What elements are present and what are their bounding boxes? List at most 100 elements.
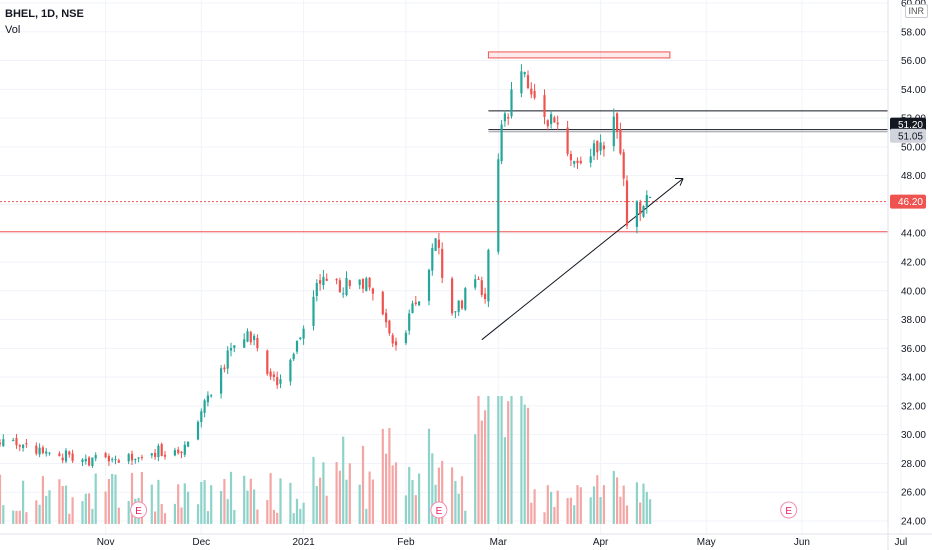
- candle[interactable]: [134, 458, 137, 464]
- candle[interactable]: [25, 438, 28, 448]
- candle[interactable]: [451, 276, 454, 316]
- candle[interactable]: [385, 308, 388, 328]
- candle[interactable]: [619, 122, 622, 156]
- candle[interactable]: [0, 439, 2, 447]
- candle[interactable]: [602, 141, 605, 157]
- candle[interactable]: [543, 89, 546, 125]
- candle[interactable]: [127, 452, 130, 465]
- candle[interactable]: [612, 108, 615, 152]
- candle[interactable]: [639, 199, 642, 222]
- candle[interactable]: [497, 153, 500, 255]
- candle[interactable]: [61, 453, 64, 464]
- resistance-zone[interactable]: [487, 51, 671, 59]
- candle[interactable]: [464, 286, 467, 311]
- candle[interactable]: [457, 300, 460, 316]
- volume-legend[interactable]: Vol: [5, 24, 21, 36]
- candle[interactable]: [484, 287, 487, 304]
- candle[interactable]: [573, 160, 576, 168]
- candle[interactable]: [368, 277, 371, 291]
- candle[interactable]: [434, 237, 437, 252]
- candle[interactable]: [130, 450, 134, 465]
- candle[interactable]: [302, 325, 305, 345]
- candle[interactable]: [437, 232, 440, 255]
- candle[interactable]: [111, 457, 114, 463]
- candle[interactable]: [107, 453, 110, 466]
- candle[interactable]: [173, 447, 176, 457]
- candle[interactable]: [533, 83, 536, 100]
- candle[interactable]: [269, 368, 272, 380]
- candle[interactable]: [289, 358, 292, 386]
- candle[interactable]: [137, 456, 140, 463]
- candle[interactable]: [579, 156, 582, 165]
- candle[interactable]: [335, 278, 338, 285]
- trend-arrow[interactable]: [481, 178, 684, 341]
- candle[interactable]: [477, 276, 480, 280]
- candle[interactable]: [2, 434, 5, 447]
- symbol-title[interactable]: BHEL, 1D, NSE: [5, 8, 84, 20]
- candle[interactable]: [474, 274, 477, 290]
- candle[interactable]: [487, 248, 490, 308]
- candle[interactable]: [338, 277, 341, 294]
- candle[interactable]: [566, 120, 569, 157]
- candle[interactable]: [292, 352, 295, 362]
- candle[interactable]: [592, 139, 596, 161]
- candle[interactable]: [81, 458, 84, 467]
- candle[interactable]: [645, 190, 648, 214]
- candle[interactable]: [500, 120, 503, 165]
- candle[interactable]: [196, 420, 200, 441]
- earnings-marker[interactable]: E: [430, 501, 448, 519]
- candle[interactable]: [365, 276, 368, 292]
- candle[interactable]: [622, 149, 625, 187]
- candle[interactable]: [229, 342, 233, 357]
- candle[interactable]: [210, 394, 213, 398]
- candle[interactable]: [510, 81, 513, 119]
- candle[interactable]: [404, 330, 407, 346]
- candle[interactable]: [546, 119, 549, 131]
- time-axis[interactable]: Nov Dec 2021 Feb Mar Apr May Jun Jul: [0, 533, 932, 548]
- candle[interactable]: [64, 448, 68, 464]
- candle[interactable]: [38, 443, 41, 458]
- candle[interactable]: [315, 279, 318, 302]
- candle[interactable]: [157, 443, 160, 462]
- earnings-marker[interactable]: E: [780, 501, 798, 519]
- candle[interactable]: [200, 408, 203, 428]
- candle[interactable]: [58, 451, 61, 457]
- candle[interactable]: [276, 371, 279, 389]
- candle[interactable]: [48, 452, 51, 456]
- candle[interactable]: [41, 445, 44, 455]
- candle[interactable]: [520, 64, 523, 98]
- candle[interactable]: [71, 449, 74, 464]
- candle[interactable]: [391, 333, 394, 347]
- candle[interactable]: [460, 299, 464, 311]
- candle[interactable]: [18, 444, 21, 452]
- candle[interactable]: [12, 437, 15, 442]
- candle[interactable]: [187, 441, 190, 448]
- candle[interactable]: [154, 449, 157, 460]
- candle[interactable]: [68, 450, 71, 458]
- candle[interactable]: [299, 336, 302, 341]
- candle[interactable]: [635, 200, 638, 234]
- candle[interactable]: [88, 456, 91, 467]
- candle[interactable]: [358, 279, 361, 290]
- candle[interactable]: [596, 140, 599, 160]
- currency-badge[interactable]: INR: [904, 4, 928, 18]
- candle[interactable]: [322, 269, 325, 290]
- candle[interactable]: [526, 70, 530, 90]
- candle[interactable]: [411, 300, 414, 314]
- candle[interactable]: [431, 243, 434, 276]
- candle[interactable]: [160, 442, 163, 457]
- candle[interactable]: [625, 175, 629, 230]
- candle[interactable]: [177, 446, 180, 455]
- candle[interactable]: [233, 345, 236, 353]
- candle[interactable]: [104, 451, 107, 459]
- candle[interactable]: [266, 349, 269, 376]
- candle[interactable]: [616, 112, 619, 139]
- candle[interactable]: [599, 134, 602, 155]
- candle[interactable]: [345, 271, 348, 297]
- candle[interactable]: [253, 333, 256, 346]
- candle[interactable]: [180, 451, 183, 459]
- candle[interactable]: [256, 334, 259, 352]
- candle[interactable]: [556, 115, 559, 131]
- candle[interactable]: [163, 451, 167, 460]
- candle[interactable]: [576, 157, 579, 169]
